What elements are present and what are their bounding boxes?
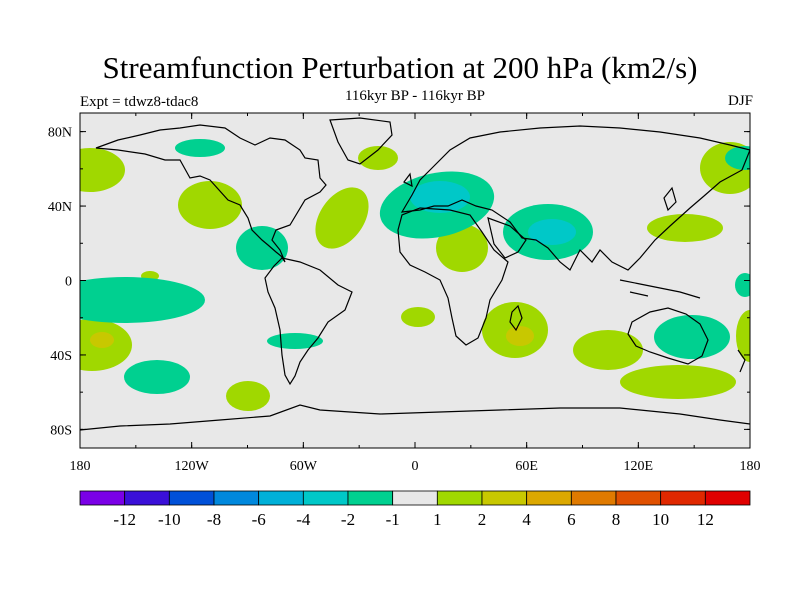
contour-positive <box>573 330 643 370</box>
contour-positive <box>647 214 723 242</box>
coastline-australia <box>627 307 709 365</box>
colorbar-label: -1 <box>386 510 400 529</box>
colorbar-label: 1 <box>433 510 442 529</box>
colorbar-label: -2 <box>341 510 355 529</box>
colorbar-label: 2 <box>478 510 487 529</box>
lat-tick-label: 80N <box>48 126 72 141</box>
contour-positive <box>620 365 736 399</box>
coastline-north-america <box>95 124 327 263</box>
lon-tick-label: 60E <box>515 459 538 474</box>
contour-positive <box>436 224 488 272</box>
lat-tick-label: 40S <box>50 349 72 364</box>
coastline-eurasia <box>400 125 750 271</box>
contour-negative <box>735 273 750 297</box>
contour-negative <box>725 146 750 170</box>
contour-negative-strong <box>410 181 470 213</box>
season-label: DJF <box>727 93 753 109</box>
contour-fields <box>80 139 750 411</box>
contour-negative <box>236 226 288 270</box>
lon-tick-label: 120E <box>624 459 654 474</box>
colorbar-label: -8 <box>207 510 221 529</box>
colorbar-swatch <box>302 490 349 506</box>
experiment-label: Expt = tdwz8-tdac8 <box>80 94 199 110</box>
coastline-japan <box>663 186 677 212</box>
lon-tick-label: 0 <box>412 459 419 474</box>
colorbar-label: 10 <box>652 510 669 529</box>
colorbar-label: 8 <box>612 510 621 529</box>
lon-tick-label: 180 <box>70 459 91 474</box>
map-axes: 80N 40N 0 40S 80S 180 120W 60W 0 60E 120E 180 <box>48 113 761 474</box>
colorbar-swatch <box>347 490 394 506</box>
plot-subtitle: 116kyr BP - 116kyr BP <box>344 88 485 104</box>
colorbar-label: 12 <box>697 510 714 529</box>
lat-tick-label: 40N <box>48 200 72 215</box>
contour-positive <box>700 142 750 194</box>
contour-negative <box>267 333 323 349</box>
contour-negative <box>124 360 190 394</box>
colorbar-label: -12 <box>113 510 136 529</box>
colorbar-swatch <box>481 490 528 506</box>
contour-positive <box>80 148 125 192</box>
colorbar-swatch <box>258 490 304 506</box>
contour-negative-strong <box>528 219 576 245</box>
contour-positive <box>401 307 435 327</box>
coastline-indonesia <box>619 279 701 299</box>
lat-tick-label: 80S <box>50 423 72 438</box>
colorbar-swatch <box>168 490 215 506</box>
contour-positive-strong <box>90 332 114 348</box>
contour-positive <box>178 181 242 229</box>
colorbar-swatch <box>615 490 662 506</box>
colorbar-swatch <box>79 490 126 506</box>
coastline-arabia <box>487 217 527 259</box>
contour-positive <box>315 187 369 249</box>
contour-negative <box>175 139 225 157</box>
colorbar-swatch <box>392 490 438 506</box>
colorbar: -12 -10 -8 -6 -4 -2 -1 1 2 4 6 8 10 12 <box>79 490 751 529</box>
colorbar-swatch <box>436 490 483 506</box>
contour-negative <box>80 277 205 323</box>
coastline-british-isles <box>403 172 413 188</box>
colorbar-swatch <box>526 490 572 506</box>
colorbar-swatch <box>213 490 260 506</box>
colorbar-label: -10 <box>158 510 181 529</box>
coastline-greenland <box>329 117 393 165</box>
colorbar-swatch <box>124 490 170 506</box>
colorbar-swatch <box>660 490 706 506</box>
coastline-new-zealand <box>737 349 746 373</box>
colorbar-label: 6 <box>567 510 576 529</box>
colorbar-swatch <box>570 490 617 506</box>
contour-positive <box>226 381 270 411</box>
coastline-madagascar <box>509 304 523 332</box>
coastline-antarctica <box>80 404 750 431</box>
colorbar-swatch <box>704 490 751 506</box>
colorbar-label: -6 <box>252 510 266 529</box>
contour-positive <box>736 310 750 362</box>
coastline-south-america <box>264 257 353 386</box>
contour-negative <box>654 315 730 359</box>
coastlines <box>80 117 750 431</box>
lon-tick-label: 120W <box>175 459 210 474</box>
colorbar-label: 4 <box>522 510 531 529</box>
colorbar-label: -4 <box>296 510 311 529</box>
lon-tick-label: 60W <box>290 459 318 474</box>
plot-title: Streamfunction Perturbation at 200 hPa (… <box>102 50 698 85</box>
contour-positive <box>358 146 398 170</box>
lon-tick-label: 180 <box>740 459 761 474</box>
coastline-africa <box>397 207 509 346</box>
lat-tick-label: 0 <box>65 275 72 290</box>
contour-positive-strong <box>506 326 534 346</box>
map-background <box>80 113 750 448</box>
